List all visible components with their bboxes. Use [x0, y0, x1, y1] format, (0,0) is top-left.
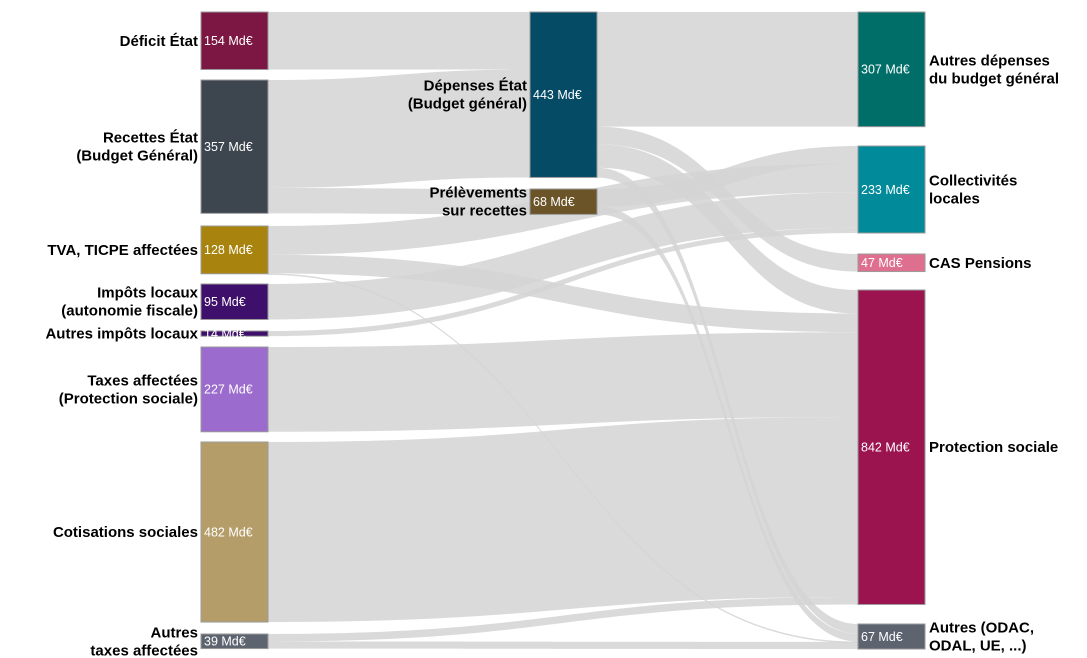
node-deficit: 154 Md€ Déficit État [120, 11, 269, 71]
node-label-line: Autres [150, 624, 198, 641]
link-taxes_protection-to-protection_sociale [268, 332, 858, 432]
node-label-line: TVA, TICPE affectées [47, 242, 198, 259]
node-label-line: (Budget général) [408, 96, 527, 113]
node-label-depenses_etat: Dépenses État (Budget général) [408, 78, 527, 113]
node-value-prelevements: 68 Md€ [533, 195, 575, 209]
link-recettes-to-prelevements [268, 187, 530, 215]
node-value-tva: 128 Md€ [204, 243, 253, 257]
node-bar-prelevements [529, 188, 598, 215]
node-label-line: Collectivités [929, 173, 1017, 190]
node-bar-tva [200, 225, 269, 275]
node-label-autres_impots: Autres impôts locaux [45, 326, 198, 343]
node-label-autres_depenses: Autres dépenses du budget général [929, 52, 1059, 87]
node-recettes: 357 Md€ Recettes État (Budget Général) [76, 79, 269, 214]
node-label-line: Taxes affectées [87, 372, 198, 389]
node-label-line: Protection sociale [929, 439, 1058, 456]
node-cotisations: 482 Md€ Cotisations sociales [53, 441, 269, 623]
node-value-deficit: 154 Md€ [204, 34, 253, 48]
node-label-line: taxes affectées [90, 642, 198, 658]
node-value-autres_taxes: 39 Md€ [204, 635, 246, 649]
node-label-deficit: Déficit État [120, 33, 198, 50]
node-label-line: (Budget Général) [76, 148, 198, 165]
node-value-autres_odac: 67 Md€ [861, 630, 903, 644]
node-autres_taxes: 39 Md€ Autres taxes affectées [90, 624, 269, 658]
node-label-line: du budget général [929, 70, 1059, 87]
node-value-impots_locaux: 95 Md€ [204, 295, 246, 309]
node-label-cotisations: Cotisations sociales [53, 524, 198, 541]
node-bar-autres_impots [200, 330, 269, 337]
link-recettes-to-depenses_etat [268, 69, 530, 188]
node-value-protection_sociale: 842 Md€ [861, 441, 910, 455]
node-label-line: Déficit État [120, 33, 198, 50]
node-bar-deficit [200, 11, 269, 71]
node-label-line: Recettes État [103, 130, 198, 147]
node-label-line: Cotisations sociales [53, 524, 198, 541]
node-bar-depenses_etat [529, 11, 598, 178]
node-taxes_protection: 227 Md€ Taxes affectées (Protection social… [59, 346, 269, 433]
link-autres_taxes-to-protection_sociale [268, 597, 858, 642]
node-protection_sociale: 842 Md€ Protection sociale [857, 289, 1058, 605]
node-autres_odac: 67 Md€ Autres (ODAC, ODAL, UE, ...) [857, 620, 1034, 655]
node-label-taxes_protection: Taxes affectées (Protection sociale) [59, 372, 198, 407]
node-bar-recettes [200, 79, 269, 214]
link-autres_taxes-to-autres_odac [268, 641, 858, 650]
node-value-cotisations: 482 Md€ [204, 525, 253, 539]
node-autres_depenses: 307 Md€ Autres dépenses du budget général [857, 11, 1059, 128]
node-value-autres_impots: 14 Md€ [204, 327, 246, 341]
node-label-recettes: Recettes État (Budget Général) [76, 130, 198, 165]
node-label-line: Autres dépenses [929, 52, 1050, 69]
node-value-cas_pensions: 47 Md€ [861, 256, 903, 270]
node-bar-protection_sociale [857, 289, 926, 605]
node-value-depenses_etat: 443 Md€ [533, 88, 582, 102]
links-layer [268, 12, 858, 650]
node-bar-autres_odac [857, 623, 926, 650]
node-label-line: Prélèvements [429, 185, 527, 202]
node-label-line: (autonomie fiscale) [61, 303, 198, 320]
node-label-autres_taxes: Autres taxes affectées [90, 624, 198, 658]
node-label-prelevements: Prélèvements sur recettes [429, 185, 527, 220]
node-label-cas_pensions: CAS Pensions [929, 255, 1032, 272]
node-label-collectivites: Collectivités locales [929, 173, 1017, 208]
node-value-autres_depenses: 307 Md€ [861, 63, 910, 77]
node-label-line: Autres (ODAC, [929, 620, 1034, 637]
node-cas_pensions: 47 Md€ CAS Pensions [857, 253, 1032, 273]
node-label-line: ODAL, UE, ...) [929, 638, 1027, 655]
node-label-line: Dépenses État [424, 78, 527, 95]
node-prelevements: 68 Md€ Prélèvements sur recettes [429, 185, 598, 220]
node-value-recettes: 357 Md€ [204, 140, 253, 154]
node-label-line: Impôts locaux [97, 285, 199, 302]
node-value-collectivites: 233 Md€ [861, 183, 910, 197]
link-impots_locaux-to-collectivites [268, 192, 858, 320]
link-autres_impots-to-collectivites [268, 227, 858, 337]
node-label-line: CAS Pensions [929, 255, 1032, 272]
node-tva: 128 Md€ TVA, TICPE affectées [47, 225, 269, 275]
node-label-line: sur recettes [442, 203, 527, 220]
node-bar-impots_locaux [200, 283, 269, 320]
node-label-protection_sociale: Protection sociale [929, 439, 1058, 456]
node-label-line: Autres impôts locaux [45, 326, 198, 343]
node-autres_impots: 14 Md€ Autres impôts locaux [45, 326, 269, 343]
node-bar-cotisations [200, 441, 269, 623]
node-collectivites: 233 Md€ Collectivités locales [857, 145, 1017, 234]
node-bar-autres_taxes [200, 633, 269, 650]
node-depenses_etat: 443 Md€ Dépenses État (Budget général) [408, 11, 598, 178]
link-depenses_etat-to-autres_depenses [597, 12, 858, 127]
node-label-line: locales [929, 191, 980, 208]
node-label-impots_locaux: Impôts locaux (autonomie fiscale) [61, 285, 198, 320]
node-label-autres_odac: Autres (ODAC, ODAL, UE, ...) [929, 620, 1034, 655]
link-deficit-to-depenses_etat [268, 12, 530, 70]
node-label-line: (Protection sociale) [59, 390, 198, 407]
node-bar-taxes_protection [200, 346, 269, 433]
link-depenses_etat-to-cas_pensions [597, 126, 858, 272]
node-label-tva: TVA, TICPE affectées [47, 242, 198, 259]
node-bar-collectivites [857, 145, 926, 234]
node-value-taxes_protection: 227 Md€ [204, 383, 253, 397]
link-tva-to-protection_sociale [268, 254, 858, 333]
node-bar-cas_pensions [857, 253, 926, 273]
link-cotisations-to-protection_sociale [268, 416, 858, 623]
node-impots_locaux: 95 Md€ Impôts locaux (autonomie fiscale) [61, 283, 269, 320]
node-bar-autres_depenses [857, 11, 926, 128]
